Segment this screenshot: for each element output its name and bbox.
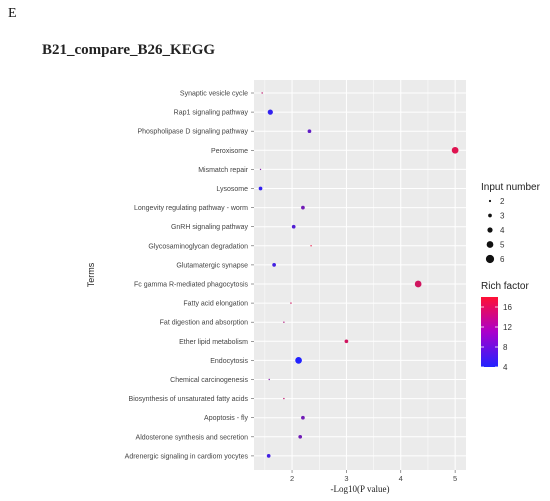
term-label: Peroxisome xyxy=(211,148,248,155)
size-legend-label: 2 xyxy=(500,197,505,206)
data-point xyxy=(301,415,305,420)
color-legend-label: 12 xyxy=(503,323,512,332)
x-axis-title: -Log10(P value) xyxy=(331,484,390,494)
term-label: Mismatch repair xyxy=(198,167,248,174)
size-legend-dot xyxy=(486,241,494,248)
data-point xyxy=(290,302,292,304)
data-point xyxy=(261,92,263,94)
term-label: Chemical carcinogenesis xyxy=(170,377,248,384)
data-point xyxy=(272,263,276,267)
term-label: Phospholipase D signaling pathway xyxy=(137,129,248,136)
term-label: Adrenergic signaling in cardiom yocytes xyxy=(125,453,249,460)
data-point xyxy=(310,245,312,247)
term-label: Ether lipid metabolism xyxy=(179,339,248,346)
size-legend-label: 4 xyxy=(500,226,505,235)
data-point xyxy=(266,454,271,458)
plot-panel xyxy=(254,80,466,470)
term-label: Fc gamma R-mediated phagocytosis xyxy=(134,282,248,289)
term-label: Longevity regulating pathway - worm xyxy=(134,205,248,212)
color-legend-bar xyxy=(481,297,498,367)
color-legend-label: 4 xyxy=(503,363,508,372)
data-point xyxy=(301,205,305,210)
chart-title: B21_compare_B26_KEGG xyxy=(42,42,216,58)
x-tick-label: 5 xyxy=(453,474,457,483)
data-point xyxy=(283,321,285,323)
size-legend-label: 3 xyxy=(500,212,505,221)
data-point xyxy=(451,146,459,154)
color-legend-label: 8 xyxy=(503,343,508,352)
x-tick-label: 4 xyxy=(399,474,403,483)
color-legend-title: Rich factor xyxy=(481,281,529,292)
term-label: Biosynthesis of unsaturated fatty acids xyxy=(129,396,249,403)
term-label: Endocytosis xyxy=(210,358,248,365)
term-label: Glutamatergic synapse xyxy=(176,262,248,269)
size-legend-dot xyxy=(487,227,493,233)
size-legend-dot xyxy=(485,254,495,264)
term-label: Synaptic vesicle cycle xyxy=(180,91,248,98)
term-label: Rap1 signaling pathway xyxy=(174,110,249,117)
term-label: Fat digestion and absorption xyxy=(160,320,248,327)
term-label: Glycosaminoglycan degradation xyxy=(148,243,248,250)
data-point xyxy=(295,357,302,364)
color-legend-label: 16 xyxy=(503,303,512,312)
data-point xyxy=(283,397,285,400)
size-legend-label: 5 xyxy=(500,241,505,250)
size-legend-dot xyxy=(488,213,492,218)
data-point xyxy=(258,186,263,191)
data-point xyxy=(291,224,296,229)
size-legend-title: Input number xyxy=(481,182,541,193)
data-point xyxy=(307,129,312,134)
term-label: Aldosterone synthesis and secretion xyxy=(136,434,249,441)
size-legend-label: 6 xyxy=(500,255,505,264)
term-label: Lysosome xyxy=(216,186,248,193)
y-axis-title: Terms xyxy=(86,262,96,287)
term-label: Fatty acid elongation xyxy=(183,301,248,308)
x-tick-label: 2 xyxy=(290,474,294,483)
panel-letter: E xyxy=(8,6,17,21)
term-label: Apoptosis - fly xyxy=(204,415,248,422)
data-point xyxy=(259,168,262,171)
data-point xyxy=(298,434,303,439)
data-point xyxy=(267,109,273,115)
term-label: GnRH signaling pathway xyxy=(171,224,249,231)
data-point xyxy=(268,378,270,381)
x-tick-label: 3 xyxy=(344,474,348,483)
data-point xyxy=(414,280,422,288)
size-legend-dot xyxy=(488,199,492,203)
data-point xyxy=(344,339,349,344)
